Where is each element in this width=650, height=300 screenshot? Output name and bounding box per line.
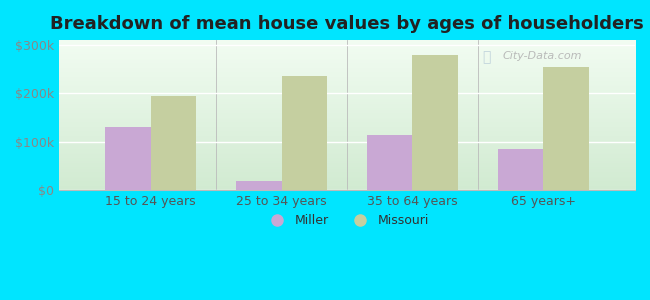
Legend: Miller, Missouri: Miller, Missouri — [260, 209, 434, 232]
Bar — [281, 76, 328, 190]
Bar — [497, 149, 543, 190]
Bar — [236, 181, 281, 190]
Bar — [105, 127, 151, 190]
Text: Ⓢ: Ⓢ — [482, 51, 491, 64]
Text: City-Data.com: City-Data.com — [502, 51, 582, 61]
Bar — [543, 67, 589, 190]
Bar — [367, 135, 413, 190]
Bar — [413, 55, 458, 190]
Title: Breakdown of mean house values by ages of householders: Breakdown of mean house values by ages o… — [50, 15, 644, 33]
Bar — [151, 96, 196, 190]
